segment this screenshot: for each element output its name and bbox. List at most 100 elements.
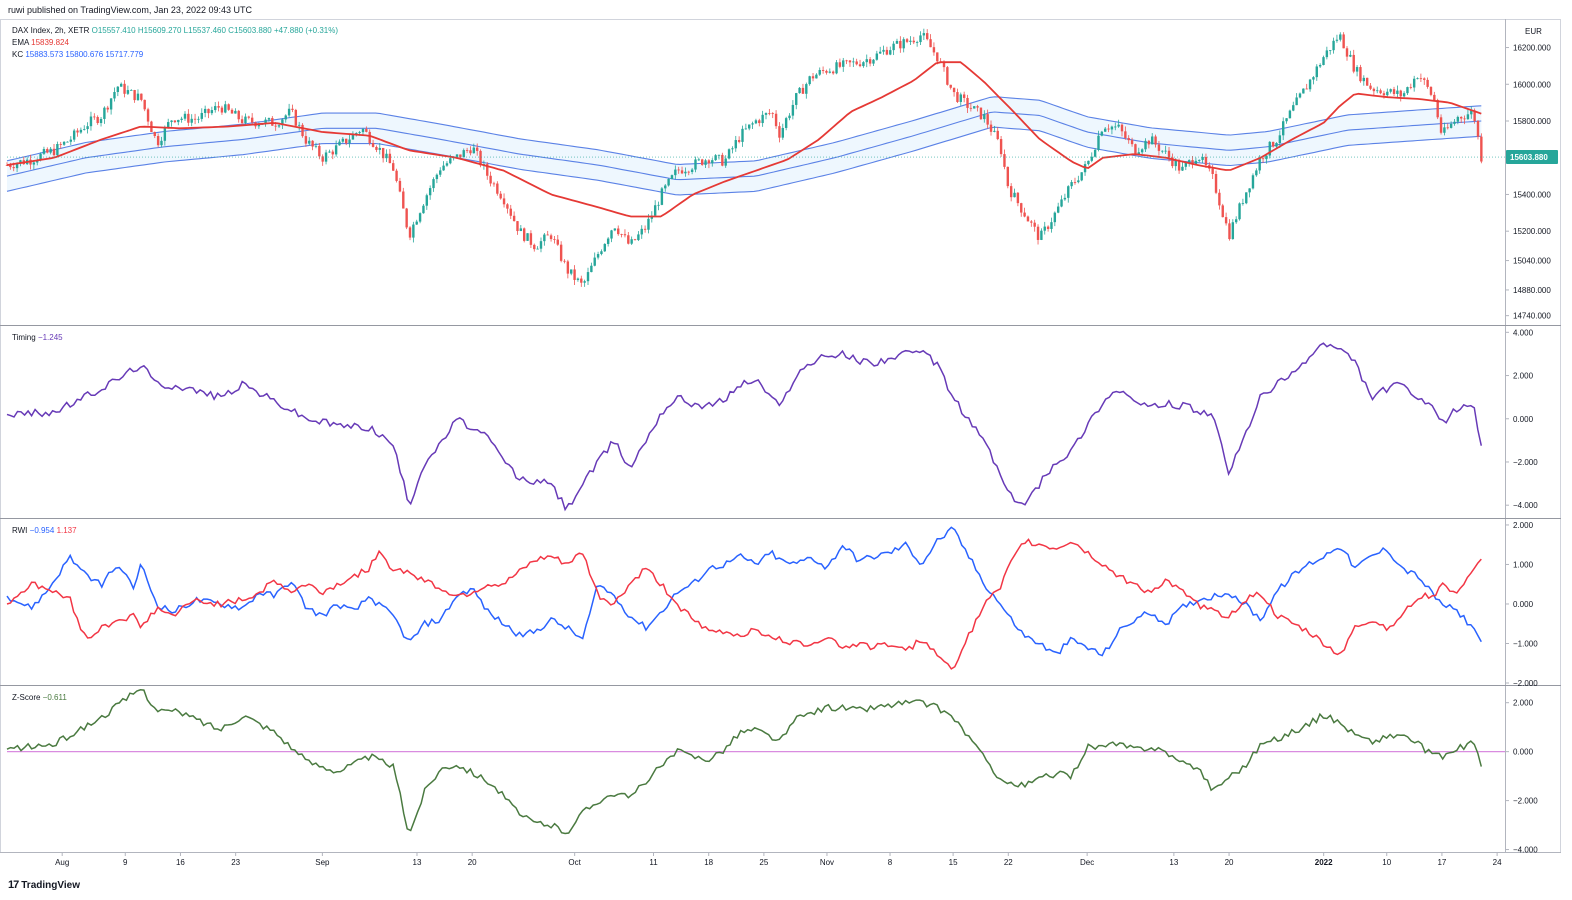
candle-body[interactable] bbox=[919, 35, 922, 43]
candle-body[interactable] bbox=[1288, 110, 1292, 119]
candle-body[interactable] bbox=[999, 139, 1003, 155]
candle-body[interactable] bbox=[973, 106, 976, 109]
candle-body[interactable] bbox=[230, 109, 234, 114]
candle-body[interactable] bbox=[1255, 170, 1258, 176]
candle-body[interactable] bbox=[711, 160, 714, 164]
candle-body[interactable] bbox=[1376, 90, 1379, 92]
candle-body[interactable] bbox=[126, 90, 130, 94]
candle-body[interactable] bbox=[838, 62, 842, 67]
candle-body[interactable] bbox=[277, 125, 281, 127]
candle-body[interactable] bbox=[116, 86, 120, 93]
candle-body[interactable] bbox=[465, 150, 469, 151]
candle-body[interactable] bbox=[371, 143, 375, 147]
candle-body[interactable] bbox=[86, 126, 89, 130]
candle-body[interactable] bbox=[1382, 93, 1386, 96]
candle-body[interactable] bbox=[1097, 135, 1100, 150]
candle-body[interactable] bbox=[694, 159, 697, 170]
candle-body[interactable] bbox=[546, 234, 549, 236]
candle-body[interactable] bbox=[727, 149, 731, 159]
candle-body[interactable] bbox=[15, 163, 19, 169]
candle-body[interactable] bbox=[895, 40, 899, 44]
candle-body[interactable] bbox=[1211, 168, 1214, 174]
candle-body[interactable] bbox=[831, 71, 835, 74]
candle-body[interactable] bbox=[522, 228, 526, 241]
candle-body[interactable] bbox=[559, 244, 563, 261]
candle-body[interactable] bbox=[89, 116, 93, 127]
candle-body[interactable] bbox=[674, 169, 677, 176]
candle-body[interactable] bbox=[177, 119, 180, 123]
candle-body[interactable] bbox=[439, 170, 442, 175]
candle-body[interactable] bbox=[821, 70, 825, 71]
candle-body[interactable] bbox=[264, 119, 267, 124]
candle-body[interactable] bbox=[331, 151, 334, 155]
candle-body[interactable] bbox=[1349, 54, 1352, 57]
candle-body[interactable] bbox=[1114, 126, 1117, 128]
candle-body[interactable] bbox=[1214, 173, 1218, 193]
candle-body[interactable] bbox=[388, 153, 392, 164]
candle-body[interactable] bbox=[811, 76, 815, 79]
candle-body[interactable] bbox=[748, 124, 751, 129]
candle-body[interactable] bbox=[1369, 85, 1372, 89]
candle-body[interactable] bbox=[187, 113, 190, 123]
candle-body[interactable] bbox=[365, 128, 368, 132]
candle-body[interactable] bbox=[1036, 226, 1040, 240]
candle-body[interactable] bbox=[1436, 100, 1439, 118]
candle-body[interactable] bbox=[207, 108, 210, 114]
keltner-middle-line[interactable] bbox=[6, 111, 1482, 181]
candle-body[interactable] bbox=[72, 130, 76, 140]
candle-body[interactable] bbox=[408, 227, 412, 238]
candle-body[interactable] bbox=[163, 127, 167, 141]
candle-body[interactable] bbox=[338, 141, 341, 146]
candle-body[interactable] bbox=[69, 139, 73, 142]
candle-body[interactable] bbox=[1265, 155, 1268, 160]
candle-body[interactable] bbox=[1234, 219, 1238, 223]
candle-body[interactable] bbox=[640, 228, 643, 235]
candle-body[interactable] bbox=[281, 119, 284, 126]
candle-body[interactable] bbox=[1124, 131, 1127, 139]
candle-body[interactable] bbox=[580, 278, 583, 283]
candle-body[interactable] bbox=[952, 87, 956, 93]
candle-body[interactable] bbox=[146, 109, 150, 122]
candle-body[interactable] bbox=[52, 148, 56, 156]
candle-body[interactable] bbox=[734, 140, 737, 149]
candle-body[interactable] bbox=[462, 150, 465, 158]
candle-body[interactable] bbox=[660, 188, 664, 205]
candle-body[interactable] bbox=[220, 107, 224, 113]
candle-body[interactable] bbox=[62, 141, 66, 145]
candle-body[interactable] bbox=[368, 131, 371, 144]
candle-body[interactable] bbox=[818, 70, 821, 75]
candle-body[interactable] bbox=[670, 175, 674, 179]
candle-body[interactable] bbox=[962, 94, 966, 98]
candle-body[interactable] bbox=[271, 118, 274, 126]
candle-body[interactable] bbox=[875, 53, 879, 60]
candle-body[interactable] bbox=[801, 87, 805, 94]
candle-body[interactable] bbox=[506, 204, 509, 209]
candle-body[interactable] bbox=[308, 140, 311, 144]
candle-body[interactable] bbox=[324, 152, 328, 162]
candle-body[interactable] bbox=[1342, 34, 1345, 49]
candle-body[interactable] bbox=[959, 94, 962, 102]
candle-body[interactable] bbox=[1006, 166, 1010, 187]
candle-body[interactable] bbox=[1443, 127, 1446, 133]
candle-body[interactable] bbox=[758, 120, 761, 124]
candle-body[interactable] bbox=[284, 115, 287, 120]
candle-body[interactable] bbox=[677, 169, 680, 171]
candle-body[interactable] bbox=[113, 92, 116, 99]
price-legend-0[interactable]: DAX Index, 2h, XETR O15557.410 H15609.27… bbox=[12, 26, 338, 35]
candle-body[interactable] bbox=[1285, 118, 1288, 122]
candle-body[interactable] bbox=[1080, 172, 1083, 181]
candle-body[interactable] bbox=[509, 208, 512, 216]
candle-body[interactable] bbox=[1292, 105, 1295, 111]
candle-body[interactable] bbox=[868, 59, 872, 64]
candle-body[interactable] bbox=[1339, 34, 1342, 40]
candle-body[interactable] bbox=[294, 109, 298, 126]
candle-body[interactable] bbox=[731, 148, 734, 150]
candle-body[interactable] bbox=[519, 228, 523, 232]
candle-body[interactable] bbox=[328, 151, 331, 153]
candle-body[interactable] bbox=[956, 92, 959, 102]
candle-body[interactable] bbox=[1003, 154, 1006, 167]
keltner-lower-line[interactable] bbox=[6, 126, 1482, 196]
candle-body[interactable] bbox=[852, 61, 855, 63]
candle-body[interactable] bbox=[586, 272, 590, 282]
